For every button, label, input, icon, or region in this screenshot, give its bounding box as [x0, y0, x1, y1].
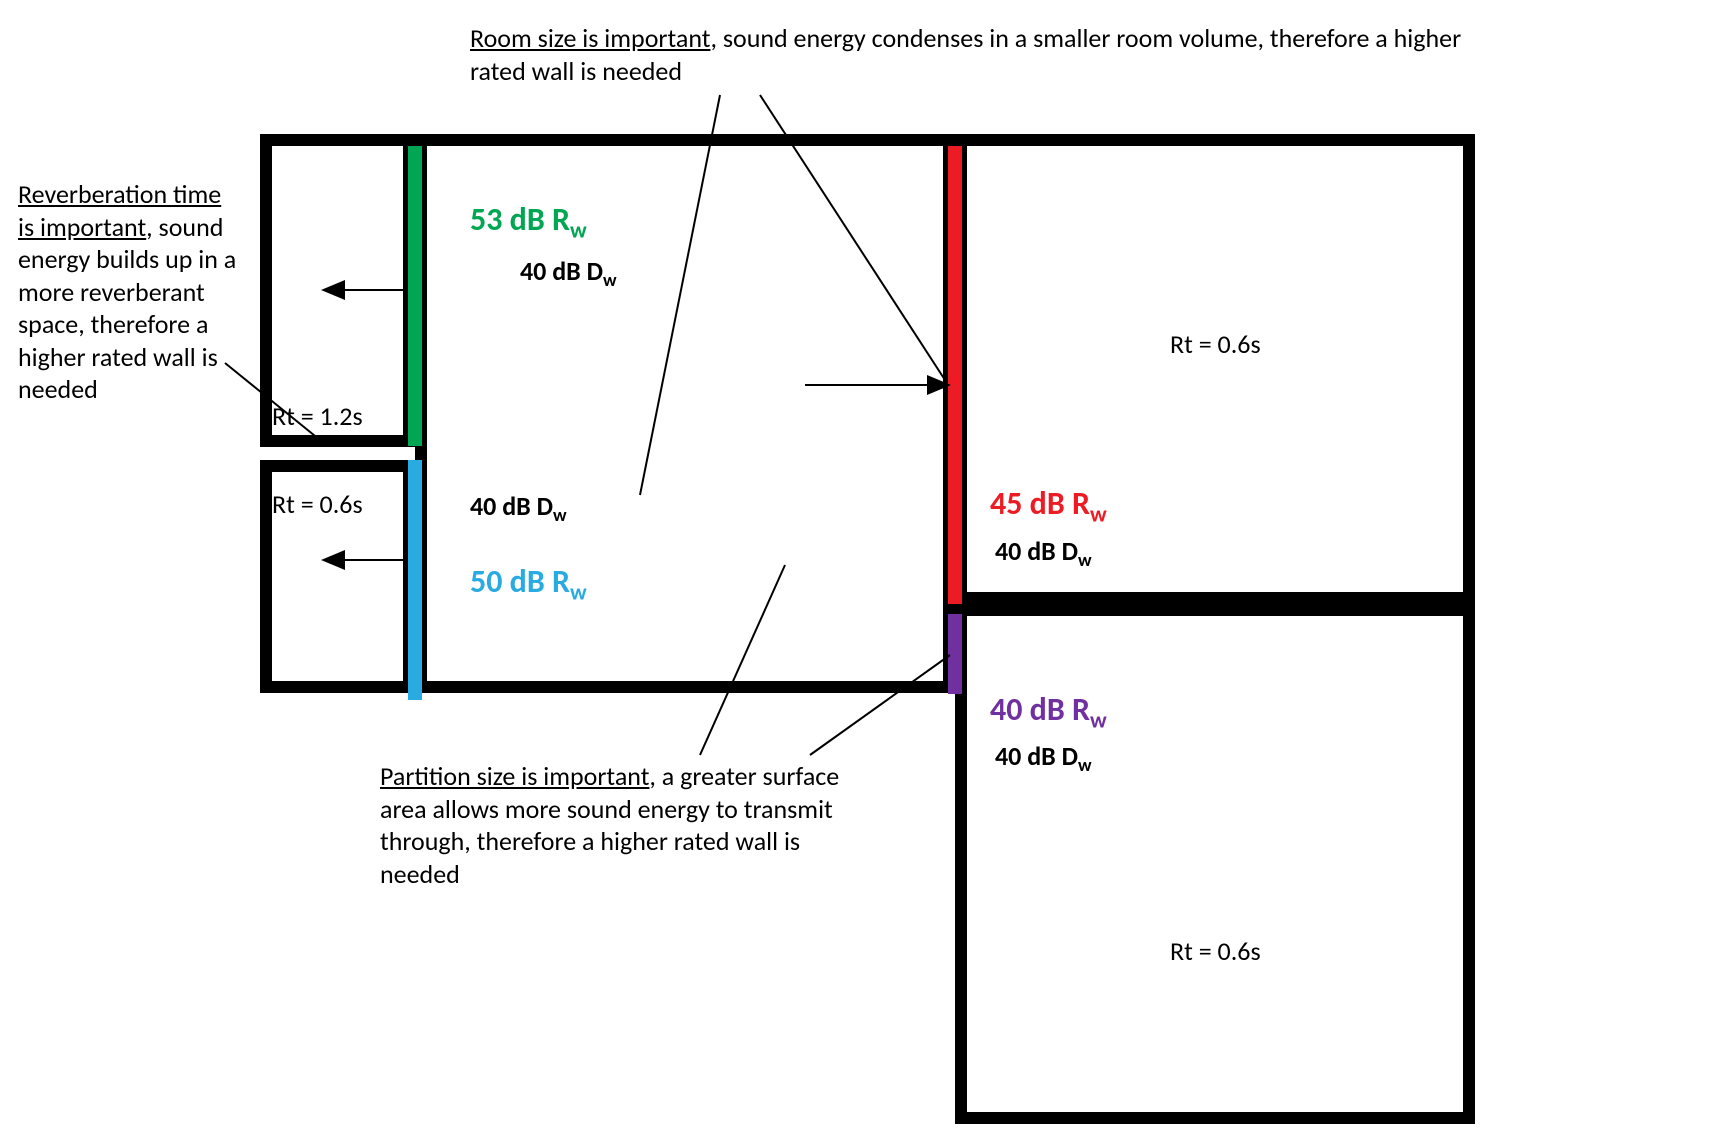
- annot-roomsize: Room size is important, sound energy con…: [470, 22, 1500, 87]
- dw-green-text: 40 dB D: [520, 255, 603, 287]
- dw-red: 40 dB Dw: [995, 535, 1092, 572]
- dw-purple-text: 40 dB D: [995, 740, 1078, 772]
- rw-purple: 40 dB Rw: [990, 690, 1107, 735]
- rw-red-text: 45 dB R: [990, 484, 1090, 523]
- room-top-right: [955, 134, 1475, 604]
- rt-top-left: Rt = 1.2s: [272, 400, 363, 433]
- dw-blue-text: 40 dB D: [470, 490, 553, 522]
- rw-sub: w: [570, 217, 587, 244]
- rw-sub: w: [1090, 707, 1107, 734]
- rw-blue-text: 50 dB R: [470, 562, 570, 601]
- rw-sub: w: [1090, 501, 1107, 528]
- rw-green-text: 53 dB R: [470, 200, 570, 239]
- annot-partition-title: Partition size is important: [380, 760, 649, 792]
- dw-sub: w: [1078, 754, 1092, 776]
- annot-roomsize-title: Room size is important: [470, 22, 710, 54]
- room-bot-right: [955, 604, 1475, 1124]
- rt-bot-left: Rt = 0.6s: [272, 488, 363, 521]
- rt-top-right: Rt = 0.6s: [1170, 328, 1261, 361]
- rw-sub: w: [570, 579, 587, 606]
- dw-sub: w: [603, 269, 617, 291]
- dw-blue: 40 dB Dw: [470, 490, 567, 527]
- dw-purple: 40 dB Dw: [995, 740, 1092, 777]
- rw-red: 45 dB Rw: [990, 484, 1107, 529]
- annot-reverb: Reverberation time is important, sound e…: [18, 178, 243, 406]
- dw-sub: w: [1078, 549, 1092, 571]
- wall-blue: [408, 460, 422, 700]
- dw-red-text: 40 dB D: [995, 535, 1078, 567]
- rw-blue: 50 dB Rw: [470, 562, 587, 607]
- rw-purple-text: 40 dB R: [990, 690, 1090, 729]
- rt-bot-right: Rt = 0.6s: [1170, 935, 1261, 968]
- annot-partition: Partition size is important, a greater s…: [380, 760, 860, 890]
- dw-green: 40 dB Dw: [520, 255, 617, 292]
- rw-green: 53 dB Rw: [470, 200, 587, 245]
- dw-sub: w: [553, 504, 567, 526]
- wall-red: [948, 146, 962, 604]
- wall-purple: [948, 614, 962, 694]
- wall-green: [408, 146, 422, 446]
